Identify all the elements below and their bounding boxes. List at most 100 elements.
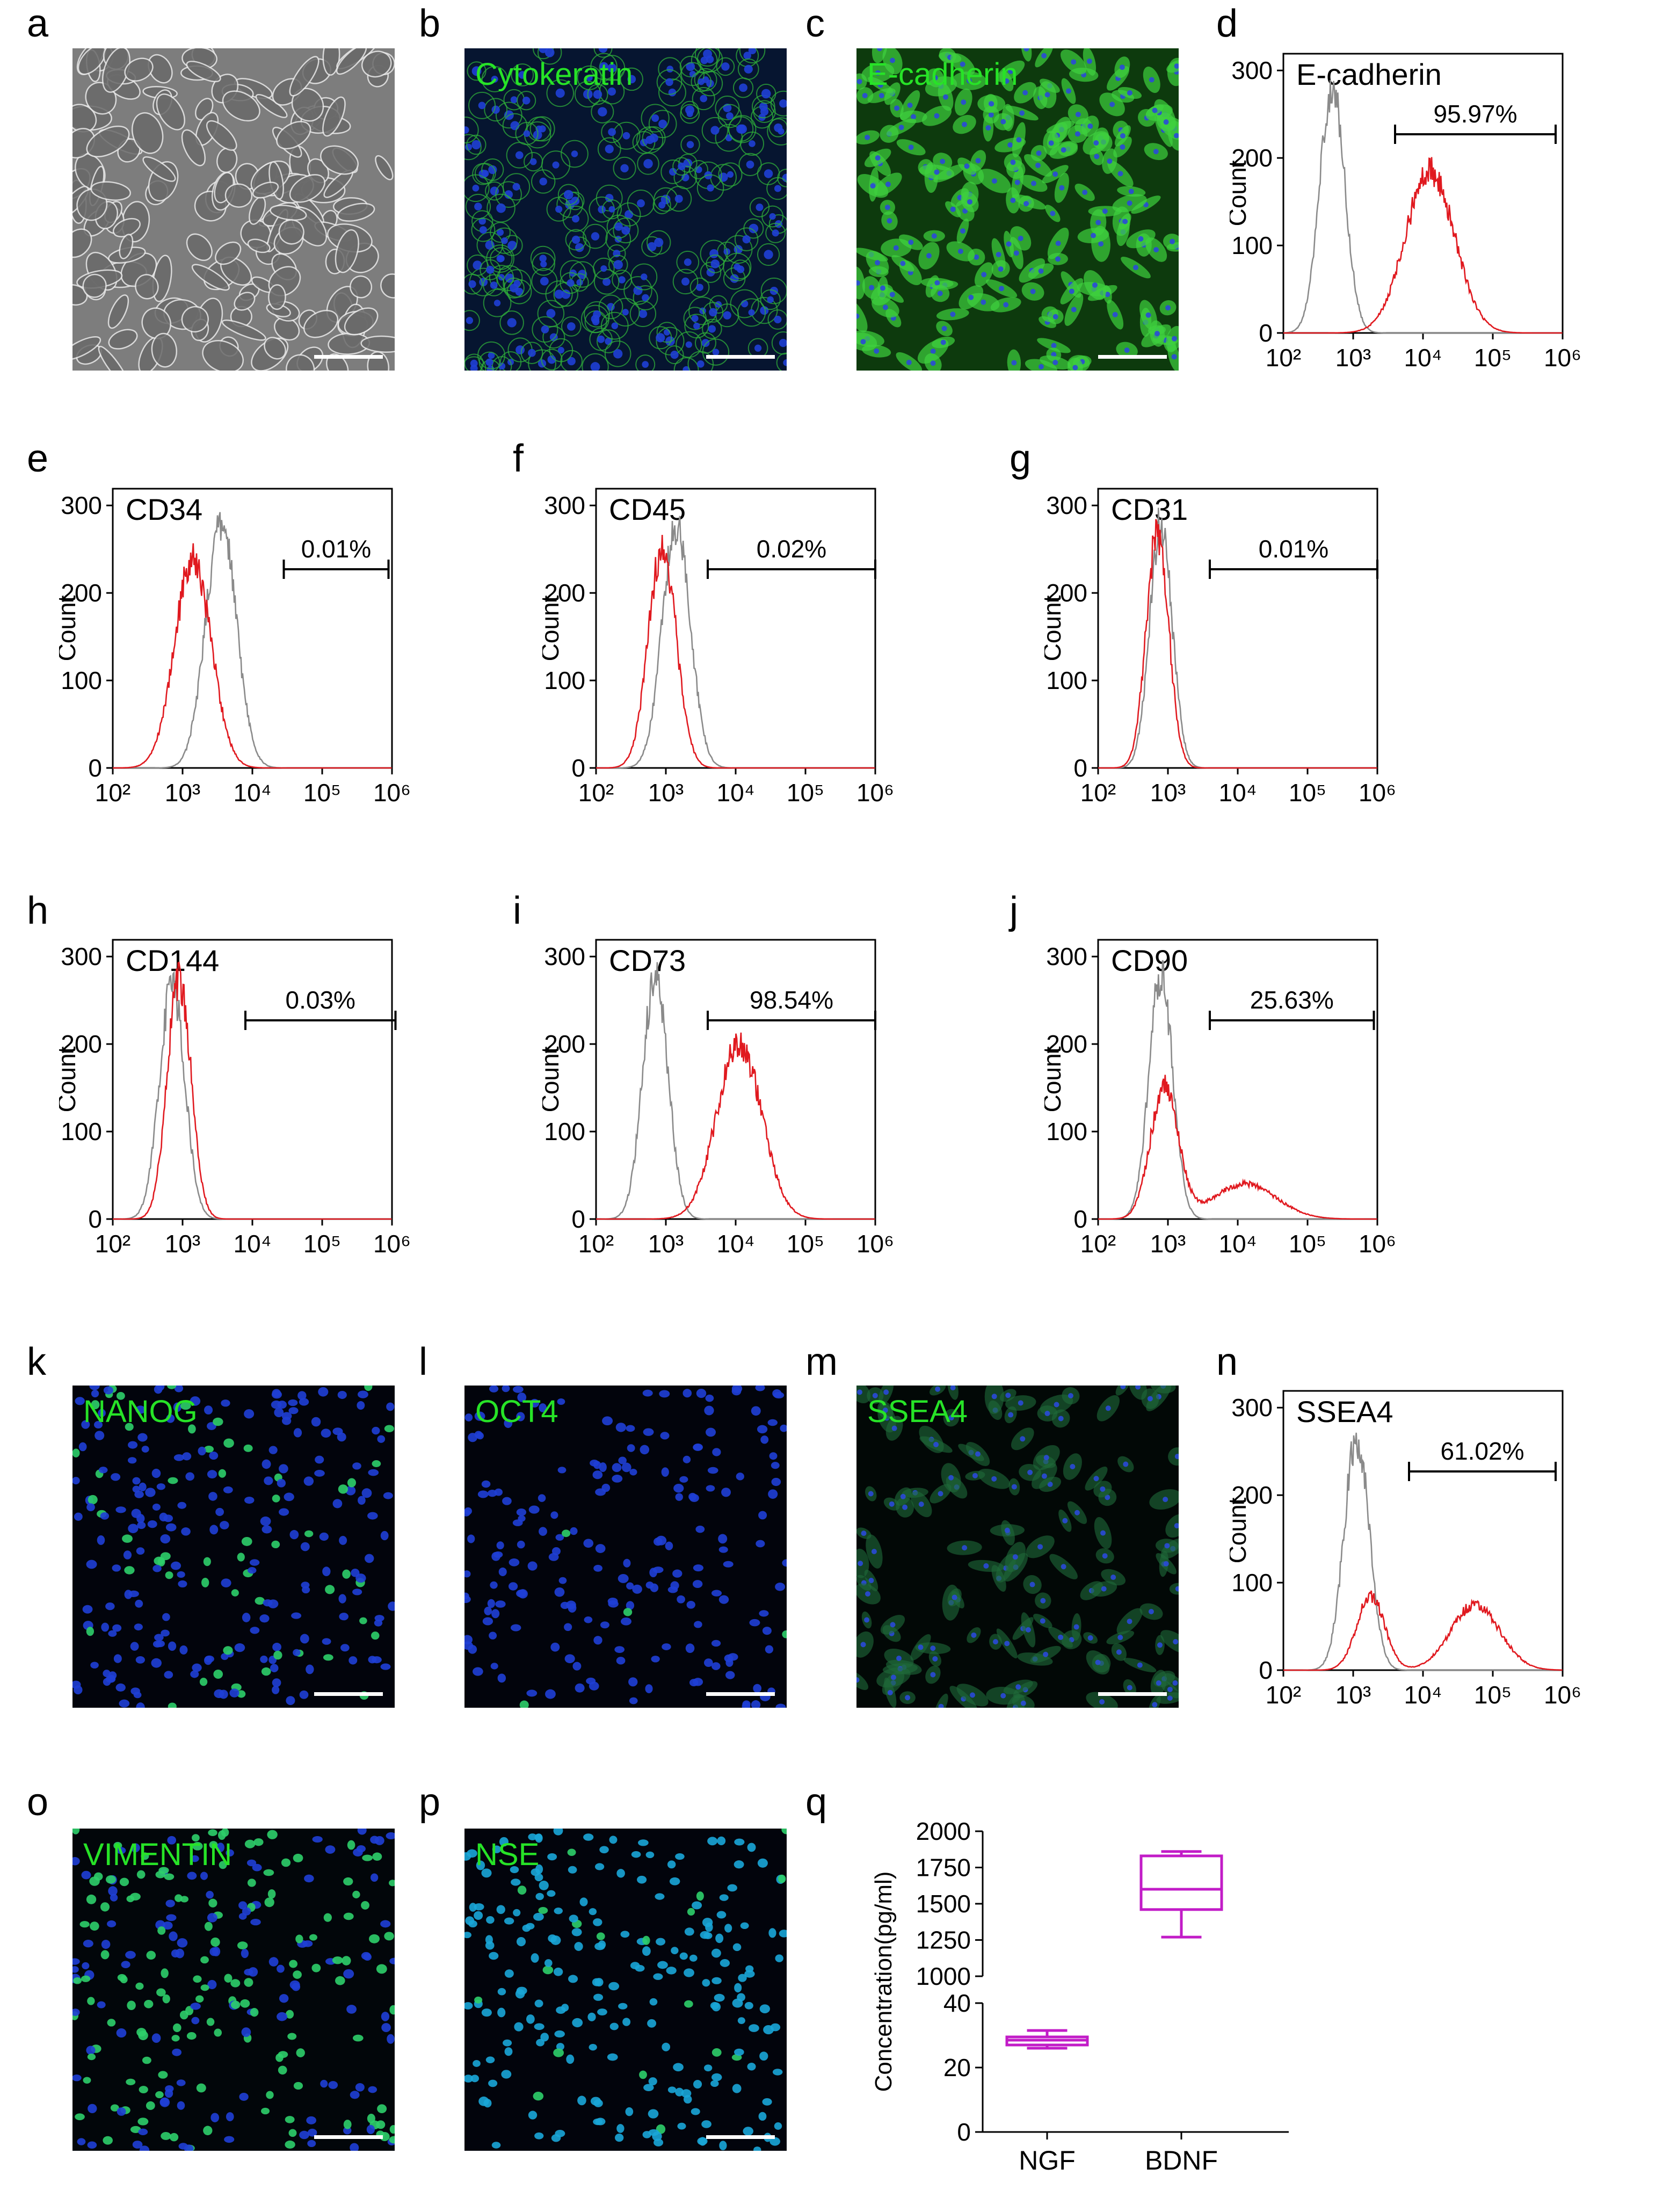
nucleus xyxy=(577,2095,586,2106)
nucleus xyxy=(1116,1649,1122,1655)
nucleus xyxy=(658,201,666,209)
nucleus xyxy=(215,1507,224,1516)
nucleus xyxy=(662,1643,671,1650)
nucleus xyxy=(527,1561,538,1571)
nucleus xyxy=(1051,343,1057,349)
nucleus xyxy=(474,202,482,211)
nucleus xyxy=(536,2039,544,2047)
nucleus xyxy=(761,89,771,99)
nucleus xyxy=(1157,1642,1163,1648)
nucleus xyxy=(633,286,643,295)
nucleus xyxy=(781,1829,787,1834)
nucleus xyxy=(685,341,692,348)
nucleus xyxy=(608,206,615,213)
nucleus xyxy=(1010,198,1016,204)
nucleus xyxy=(616,1869,625,1878)
nucleus xyxy=(1005,1393,1011,1398)
cell-membrane xyxy=(649,326,672,350)
nucleus xyxy=(723,1561,734,1568)
nucleus xyxy=(1119,64,1125,70)
nucleus xyxy=(73,1977,82,1984)
x-tick-label: 10³ xyxy=(648,779,684,807)
cell-membrane xyxy=(565,229,587,251)
nucleus xyxy=(682,1455,691,1463)
nucleus xyxy=(1173,1639,1179,1645)
nucleus xyxy=(656,333,665,343)
nucleus xyxy=(1102,1553,1108,1559)
nucleus xyxy=(214,2028,222,2037)
nucleus xyxy=(1071,59,1077,65)
nucleus xyxy=(221,1578,231,1587)
nucleus xyxy=(679,1476,688,1483)
nucleus xyxy=(975,1451,981,1457)
nucleus xyxy=(711,2002,721,2012)
nucleus xyxy=(168,1702,177,1708)
nucleus xyxy=(667,1586,678,1593)
nucleus xyxy=(124,1566,135,1575)
nucleus xyxy=(200,1872,208,1880)
cell-membrane xyxy=(531,268,558,295)
nucleus xyxy=(1087,123,1093,129)
nucleus xyxy=(689,1679,699,1687)
nucleus xyxy=(145,1488,156,1497)
nucleus xyxy=(273,1650,282,1660)
x-tick-label: 10⁴ xyxy=(234,1230,272,1258)
nucleus xyxy=(780,1424,787,1432)
nucleus xyxy=(628,1677,638,1687)
nucleus xyxy=(526,2014,535,2024)
nucleus xyxy=(98,1467,108,1474)
phase-cell xyxy=(90,181,132,201)
nucleus xyxy=(1050,211,1056,216)
nucleus xyxy=(200,1956,209,1964)
nucleus xyxy=(515,151,524,159)
nucleus xyxy=(698,78,705,85)
nucleus xyxy=(638,1839,649,1846)
nucleus xyxy=(381,2023,391,2032)
plot-frame xyxy=(595,488,876,769)
nucleus xyxy=(173,1402,181,1412)
nucleus xyxy=(135,1599,143,1608)
nucleus xyxy=(660,1432,670,1440)
nucleus xyxy=(260,2107,270,2115)
nucleus xyxy=(1117,171,1123,177)
nucleus xyxy=(234,1643,245,1652)
nucleus xyxy=(95,1431,105,1440)
nucleus xyxy=(1167,1686,1173,1692)
cell-membrane xyxy=(648,110,677,139)
nucleus xyxy=(122,1534,133,1543)
nucleus xyxy=(716,1911,727,1919)
nucleus xyxy=(346,2005,357,2014)
nucleus xyxy=(374,1619,383,1627)
nucleus xyxy=(550,1511,558,1519)
nucleus xyxy=(545,1689,556,1699)
cell-membrane xyxy=(502,113,528,139)
nucleus xyxy=(689,1493,699,1502)
nucleus xyxy=(1020,1436,1026,1442)
nucleus xyxy=(135,1656,145,1664)
cell-membrane xyxy=(749,197,770,217)
nucleus xyxy=(314,1470,325,1477)
nucleus xyxy=(142,2056,151,2064)
nucleus xyxy=(753,2146,761,2151)
nucleus xyxy=(931,233,937,239)
nucleus xyxy=(930,360,936,366)
nucleus xyxy=(485,2056,495,2063)
nucleus xyxy=(192,1663,202,1672)
cell-membrane xyxy=(583,223,608,249)
nucleus xyxy=(703,1932,713,1939)
nucleus xyxy=(288,2129,297,2137)
nucleus xyxy=(779,339,787,347)
nucleus xyxy=(896,1655,902,1661)
nucleus xyxy=(281,1412,292,1420)
nucleus xyxy=(309,1934,317,1941)
nucleus xyxy=(496,1541,504,1550)
nucleus xyxy=(165,1571,173,1579)
x-tick-label: 10² xyxy=(1080,1230,1116,1258)
nucleus xyxy=(574,1942,583,1951)
cell-membrane xyxy=(717,104,742,128)
nucleus xyxy=(918,1644,924,1650)
nucleus xyxy=(485,358,493,366)
nucleus xyxy=(337,1390,347,1399)
cell-membrane xyxy=(642,126,666,150)
nucleus xyxy=(164,1671,173,1679)
